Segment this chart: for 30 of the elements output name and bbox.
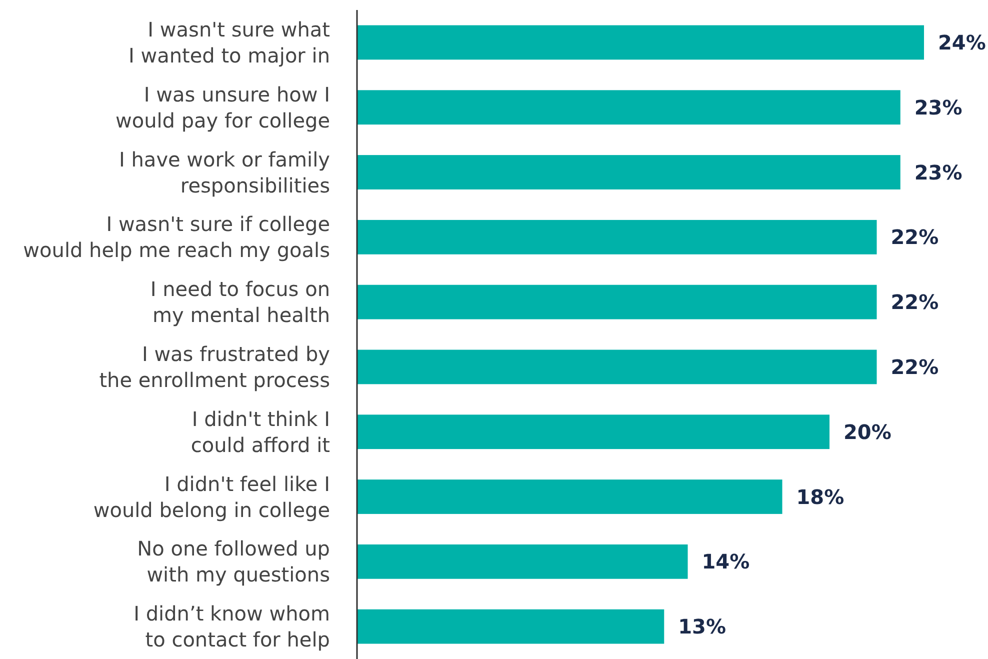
data-label: 24% xyxy=(938,30,986,54)
bar xyxy=(357,350,877,384)
bar xyxy=(357,544,688,579)
y-tick-label: I need to focus on my mental health xyxy=(150,277,330,328)
bar xyxy=(357,284,877,320)
bar xyxy=(357,90,900,125)
bar xyxy=(357,220,877,254)
y-tick-label: I didn’t know whom to contact for help xyxy=(134,602,330,652)
data-label: 22% xyxy=(890,354,939,379)
bar xyxy=(357,25,924,60)
bar xyxy=(357,480,782,514)
bar xyxy=(357,609,664,644)
y-tick-label: I have work or family responsibilities xyxy=(119,147,330,198)
y-tick-label: I didn't feel like I would belong in college xyxy=(93,472,330,522)
y-tick-label: I was unsure how I would pay for college xyxy=(115,82,330,132)
data-label: 23% xyxy=(914,95,962,120)
data-label: 23% xyxy=(914,160,962,184)
data-label: 20% xyxy=(844,420,892,444)
data-label: 22% xyxy=(890,290,939,314)
bar xyxy=(357,155,900,190)
data-label: 18% xyxy=(796,484,844,509)
data-label: 22% xyxy=(890,225,939,250)
y-tick-label: No one followed up with my questions xyxy=(137,536,330,587)
data-label: 13% xyxy=(678,614,726,639)
y-tick-label: I was frustrated by the enrollment process xyxy=(99,342,330,392)
y-tick-label: I wasn't sure what I wanted to major in xyxy=(128,17,330,68)
bar xyxy=(357,414,830,450)
y-tick-label: I wasn't sure if college would help me reach my goals xyxy=(23,212,330,262)
y-tick-label: I didn't think I could afford it xyxy=(190,406,330,457)
data-label: 14% xyxy=(702,550,750,574)
